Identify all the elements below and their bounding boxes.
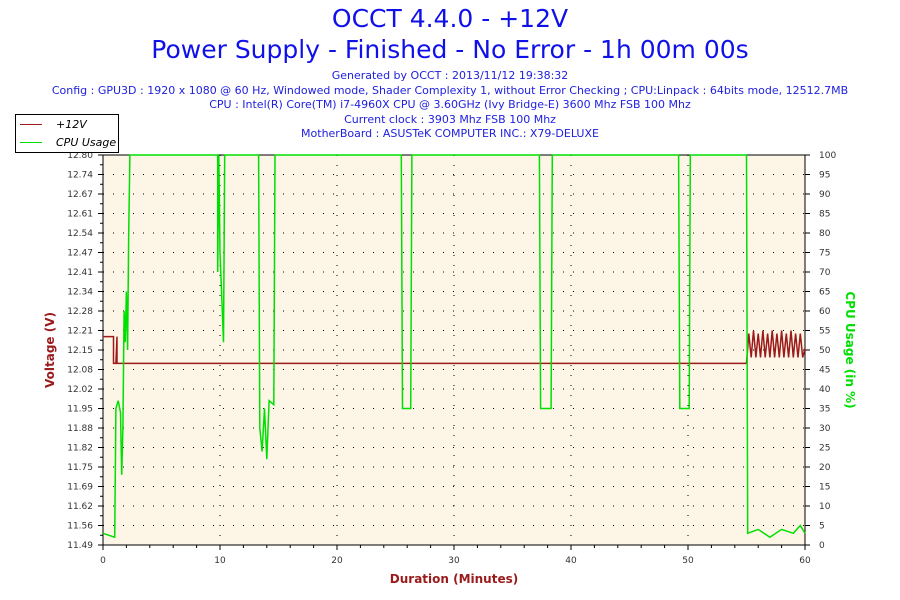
legend-item-voltage: +12V: [20, 115, 87, 133]
x-tick-label: 40: [565, 556, 577, 566]
y2-tick-label: 60: [819, 307, 831, 317]
y-tick-label: 12.34: [67, 288, 93, 298]
x-tick-label: 20: [331, 556, 343, 566]
y2-tick-label: 45: [819, 366, 830, 376]
y-tick-label: 11.82: [67, 444, 93, 454]
y2-tick-label: 5: [819, 522, 825, 532]
y-tick-label: 12.15: [67, 346, 93, 356]
y-tick-label: 11.49: [67, 541, 93, 551]
y2-tick-label: 90: [819, 190, 831, 200]
y2-tick-label: 55: [819, 327, 830, 337]
y-tick-label: 12.02: [67, 385, 93, 395]
y2-tick-label: 40: [819, 385, 831, 395]
y-tick-label: 11.56: [67, 522, 93, 532]
y2-axis-label: CPU Usage (in %): [843, 291, 857, 408]
y2-tick-label: 50: [819, 346, 831, 356]
y-tick-label: 11.62: [67, 502, 93, 512]
chart-title: OCCT 4.4.0 - +12V: [331, 4, 569, 33]
legend-swatch-voltage: [20, 123, 42, 125]
y-tick-label: 12.08: [67, 366, 93, 376]
info-motherboard: MotherBoard : ASUSTeK COMPUTER INC.: X79…: [301, 127, 599, 140]
y2-tick-label: 70: [819, 268, 831, 278]
y-tick-label: 11.69: [67, 483, 93, 493]
y2-tick-label: 15: [819, 483, 830, 493]
x-axis-label: Duration (Minutes): [390, 572, 518, 586]
y-tick-label: 11.88: [67, 424, 93, 434]
x-tick-label: 10: [214, 556, 226, 566]
info-config: Config : GPU3D : 1920 x 1080 @ 60 Hz, Wi…: [51, 83, 849, 97]
y-tick-label: 12.41: [67, 268, 93, 278]
y-tick-label: 11.75: [67, 463, 93, 473]
legend: +12V CPU Usage: [15, 114, 119, 153]
x-tick-label: 50: [682, 556, 694, 566]
y2-tick-label: 95: [819, 171, 830, 181]
y-tick-label: 11.95: [67, 405, 93, 415]
y-axis-label: Voltage (V): [43, 312, 57, 388]
y2-tick-label: 20: [819, 463, 831, 473]
x-tick-label: 60: [799, 556, 811, 566]
chart-subtitle: Power Supply - Finished - No Error - 1h …: [151, 35, 749, 64]
y-tick-label: 12.61: [67, 210, 93, 220]
y2-tick-label: 35: [819, 405, 830, 415]
legend-item-cpu: CPU Usage: [20, 133, 116, 151]
y-tick-label: 12.80: [67, 151, 93, 161]
y2-tick-label: 75: [819, 249, 830, 259]
info-cpu: CPU : Intel(R) Core(TM) i7-4960X CPU @ 3…: [209, 98, 691, 111]
legend-swatch-cpu: [20, 141, 42, 143]
y2-tick-label: 0: [819, 541, 825, 551]
y-tick-label: 12.28: [67, 307, 93, 317]
x-tick-label: 0: [100, 556, 106, 566]
info-clock: Current clock : 3903 Mhz FSB 100 Mhz: [344, 112, 556, 126]
legend-label-voltage: +12V: [56, 117, 87, 131]
y2-tick-label: 30: [819, 424, 831, 434]
y2-tick-label: 85: [819, 210, 830, 220]
y-tick-label: 12.47: [67, 249, 93, 259]
y2-tick-label: 65: [819, 288, 830, 298]
y-tick-label: 12.21: [67, 327, 93, 337]
config-info: Generated by OCCT : 2013/11/12 19:38:32 …: [0, 69, 900, 142]
y2-tick-label: 25: [819, 444, 830, 454]
y2-tick-label: 80: [819, 229, 831, 239]
y2-tick-label: 100: [819, 151, 836, 161]
x-tick-label: 30: [448, 556, 460, 566]
cpu-usage-series-line: [102, 154, 806, 539]
y-tick-label: 12.54: [67, 229, 93, 239]
y2-tick-label: 10: [819, 502, 831, 512]
info-generated: Generated by OCCT : 2013/11/12 19:38:32: [331, 69, 569, 82]
legend-label-cpu: CPU Usage: [56, 135, 117, 149]
voltage-series-line: [103, 330, 806, 365]
y-tick-label: 12.74: [67, 171, 93, 181]
y-tick-label: 12.67: [67, 190, 93, 200]
